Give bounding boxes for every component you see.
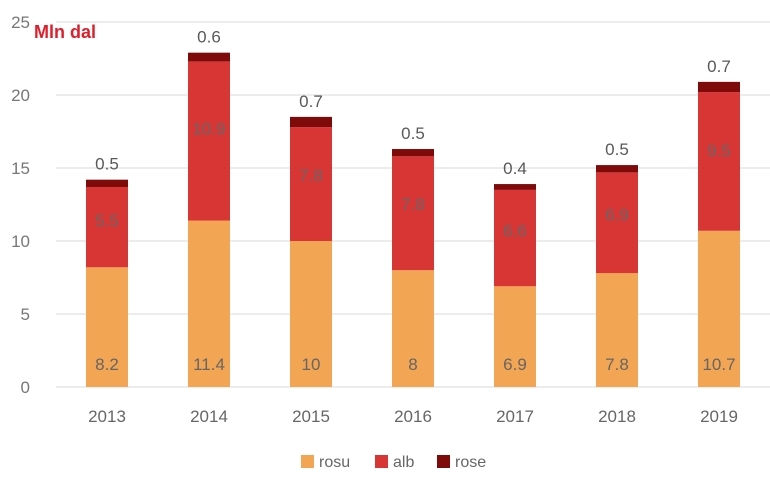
x-tick-label-2016: 2016 xyxy=(394,407,432,426)
data-label-rosu-2019: 10.7 xyxy=(702,355,735,374)
y-tick-label-5: 5 xyxy=(21,305,30,324)
data-label-rosu-2016: 8 xyxy=(408,355,417,374)
data-label-rose-2015: 0.7 xyxy=(299,92,323,111)
data-label-rosu-2015: 10 xyxy=(302,355,321,374)
bar-rose-2015 xyxy=(290,116,332,128)
x-tick-label-2018: 2018 xyxy=(598,407,636,426)
data-label-rose-2018: 0.5 xyxy=(605,140,629,159)
bar-alb-2015 xyxy=(290,127,332,241)
y-axis-ticks: 0 5 10 15 20 25 xyxy=(11,13,30,397)
data-label-alb-2017: 6.6 xyxy=(503,221,527,240)
data-label-rosu-2018: 7.8 xyxy=(605,355,629,374)
y-tick-label-10: 10 xyxy=(11,232,30,251)
bar-rose-2019 xyxy=(698,81,740,93)
bar-rose-2016 xyxy=(392,149,434,157)
bar-rosu-2018 xyxy=(596,273,638,387)
legend-label-rose: rose xyxy=(455,454,486,471)
legend-swatch-rosu xyxy=(301,455,314,468)
bar-rosu-2016 xyxy=(392,270,434,387)
data-label-alb-2019: 9.5 xyxy=(707,141,731,160)
data-label-alb-2015: 7.8 xyxy=(299,166,323,185)
legend-label-rosu: rosu xyxy=(319,454,350,471)
x-tick-label-2019: 2019 xyxy=(700,407,738,426)
bar-alb-2019 xyxy=(698,92,740,231)
bar-rose-2014 xyxy=(188,52,230,62)
x-tick-label-2013: 2013 xyxy=(88,407,126,426)
data-labels: 8.2 5.5 0.5 11.4 10.9 0.6 10 7.8 0.7 8 7.8 0.5 6.9 6.… xyxy=(95,28,735,374)
bar-alb-2017 xyxy=(494,189,536,287)
y-tick-label-15: 15 xyxy=(11,159,30,178)
bar-rosu-2013 xyxy=(86,267,128,387)
data-label-rosu-2013: 8.2 xyxy=(95,355,119,374)
data-label-rosu-2014: 11.4 xyxy=(193,355,225,374)
legend: rosu alb rose xyxy=(301,454,486,471)
data-label-alb-2016: 7.8 xyxy=(401,195,425,214)
bar-alb-2014 xyxy=(188,61,230,221)
y-tick-label-0: 0 xyxy=(21,378,30,397)
bars xyxy=(86,52,740,387)
bar-rose-2018 xyxy=(596,165,638,173)
data-label-alb-2013: 5.5 xyxy=(95,212,119,231)
y-tick-label-25: 25 xyxy=(11,13,30,32)
bar-rosu-2014 xyxy=(188,220,230,387)
bar-rose-2017 xyxy=(494,184,536,190)
x-tick-label-2017: 2017 xyxy=(496,407,534,426)
data-label-rose-2019: 0.7 xyxy=(707,57,731,76)
legend-swatch-alb xyxy=(375,455,388,468)
x-tick-label-2015: 2015 xyxy=(292,407,330,426)
bar-rosu-2015 xyxy=(290,241,332,387)
bar-alb-2016 xyxy=(392,156,434,271)
data-label-rose-2014: 0.6 xyxy=(197,28,221,47)
legend-label-alb: alb xyxy=(393,454,414,471)
bar-rosu-2019 xyxy=(698,230,740,387)
x-axis-ticks: 2013 2014 2015 2016 2017 2018 2019 xyxy=(88,407,738,426)
y-tick-label-20: 20 xyxy=(11,86,30,105)
data-label-alb-2018: 6.9 xyxy=(605,206,629,225)
data-label-rose-2016: 0.5 xyxy=(401,124,425,143)
bar-rose-2013 xyxy=(86,179,128,187)
data-label-alb-2014: 10.9 xyxy=(192,119,225,138)
bar-rosu-2017 xyxy=(494,286,536,387)
data-label-rose-2017: 0.4 xyxy=(503,159,527,178)
legend-swatch-rose xyxy=(437,455,450,468)
data-label-rose-2013: 0.5 xyxy=(95,155,119,174)
unit-label: Mln dal xyxy=(34,22,96,42)
bar-alb-2013 xyxy=(86,186,128,268)
data-label-rosu-2017: 6.9 xyxy=(503,355,527,374)
x-tick-label-2014: 2014 xyxy=(190,407,228,426)
bar-alb-2018 xyxy=(596,172,638,274)
